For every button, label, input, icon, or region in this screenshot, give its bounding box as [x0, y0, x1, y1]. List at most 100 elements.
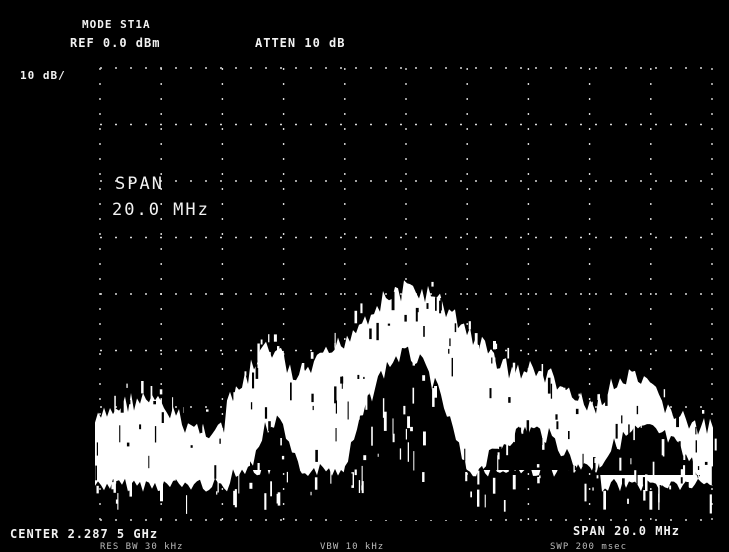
noise-spike — [377, 413, 381, 430]
noise-spike — [622, 478, 625, 490]
noise-spike — [351, 441, 354, 455]
noise-spike — [391, 291, 395, 311]
noise-spike — [568, 431, 570, 440]
noise-spike — [652, 461, 655, 479]
noise-spike — [159, 389, 163, 395]
dark-region-center — [330, 346, 480, 526]
noise-spike — [658, 405, 660, 417]
noise-spike — [507, 379, 510, 397]
noise-spike — [127, 400, 131, 405]
noise-spike — [247, 441, 251, 453]
noise-spike — [310, 352, 314, 359]
noise-spike — [174, 465, 176, 481]
noise-spike — [539, 442, 543, 456]
noise-spike — [420, 460, 423, 481]
noise-spike — [281, 354, 285, 368]
noise-spike — [243, 460, 245, 463]
noise-spike — [115, 483, 117, 494]
noise-spike — [405, 417, 407, 429]
noise-spike — [662, 452, 665, 464]
noise-spike — [334, 343, 336, 348]
noise-spike — [506, 439, 509, 456]
noise-spike — [141, 381, 144, 394]
noise-spike — [187, 470, 190, 477]
noise-spike — [262, 371, 265, 391]
noise-spike — [508, 455, 510, 475]
noise-spike — [669, 485, 672, 490]
noise-spike — [257, 343, 260, 361]
noise-spike — [529, 367, 532, 383]
noise-spike — [680, 477, 683, 484]
noise-spike — [229, 412, 231, 432]
noise-spike — [524, 390, 528, 404]
noise-spike — [448, 348, 450, 354]
noise-spike — [672, 398, 676, 416]
noise-spike — [584, 483, 587, 502]
noise-spike — [415, 382, 418, 398]
noise-spike — [437, 403, 439, 412]
noise-spike — [273, 368, 276, 388]
noise-spike — [354, 310, 358, 324]
noise-spike — [709, 494, 712, 514]
noise-spike — [212, 471, 215, 475]
noise-spike — [683, 446, 686, 460]
noise-spike — [416, 355, 418, 361]
noise-spike — [257, 358, 259, 368]
noise-spike — [563, 387, 566, 396]
noise-spike — [550, 383, 553, 399]
noise-spike — [330, 466, 332, 484]
noise-spike — [307, 418, 310, 434]
noise-spike — [396, 374, 400, 379]
noise-spike — [383, 411, 387, 431]
noise-spike — [233, 490, 236, 506]
noise-spike — [432, 375, 434, 383]
noise-spike — [409, 400, 412, 416]
noise-spike — [190, 445, 193, 448]
noise-spike — [692, 458, 696, 478]
noise-spike — [513, 422, 515, 443]
noise-spike — [213, 431, 216, 443]
noise-spike — [430, 300, 432, 316]
noise-spike — [366, 385, 370, 395]
noise-spike — [633, 422, 635, 441]
span-overlay-value: 20.0 MHz — [112, 200, 210, 220]
noise-spike — [553, 400, 557, 403]
noise-spike — [493, 357, 496, 362]
noise-spike — [477, 370, 480, 387]
noise-spike — [676, 415, 679, 428]
noise-spike — [111, 488, 113, 505]
scale-readout: 10 dB/ — [20, 69, 66, 82]
noise-spike — [399, 448, 402, 460]
noise-spike — [403, 405, 406, 415]
noise-spike — [547, 406, 549, 411]
noise-spike — [361, 485, 363, 491]
noise-spike — [470, 491, 472, 498]
noise-spike — [695, 426, 697, 435]
noise-spike — [351, 472, 354, 488]
noise-spike — [707, 469, 710, 481]
noise-spike — [400, 462, 402, 481]
noise-spike — [286, 499, 288, 512]
noise-spike — [291, 433, 293, 438]
noise-spike — [400, 319, 404, 332]
noise-spike — [683, 465, 686, 480]
noise-spike — [695, 440, 697, 453]
noise-spike — [405, 428, 407, 440]
noise-spike — [233, 392, 236, 399]
noise-spike — [141, 448, 143, 460]
noise-spike — [642, 477, 646, 485]
noise-spike — [268, 421, 271, 431]
reference-level: REF 0.0 dBm — [70, 36, 161, 50]
noise-spike — [643, 490, 646, 501]
noise-spike — [377, 286, 380, 298]
noise-spike — [148, 455, 150, 469]
noise-spike — [196, 432, 200, 442]
noise-spike — [349, 473, 353, 486]
noise-spike — [439, 300, 442, 314]
noise-spike — [521, 422, 524, 434]
noise-spike — [697, 466, 700, 470]
noise-spike — [497, 452, 500, 460]
noise-spike — [413, 451, 415, 471]
noise-spike — [708, 439, 712, 455]
